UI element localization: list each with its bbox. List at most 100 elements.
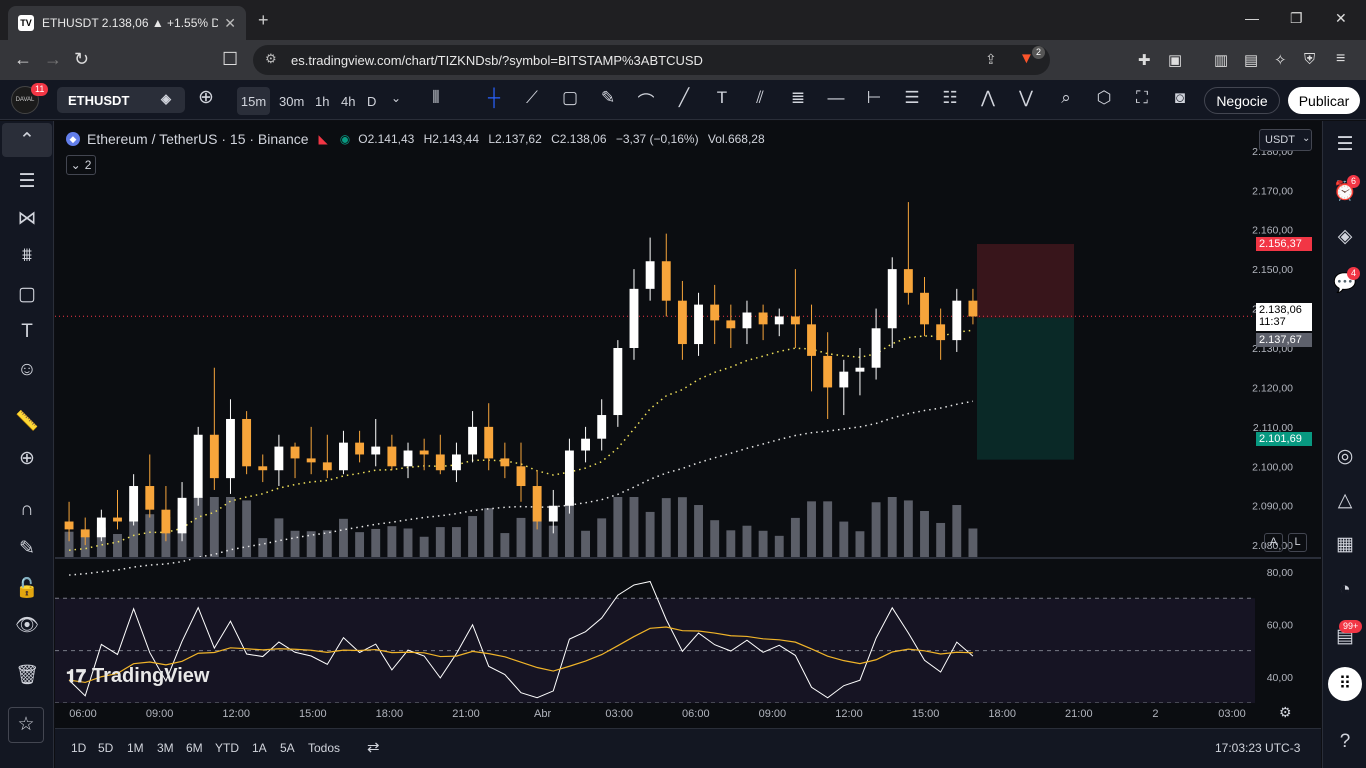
brush-icon[interactable]: ✎ <box>600 88 616 107</box>
range-1m[interactable]: 1M <box>127 741 144 755</box>
timeframe-d[interactable]: D <box>367 93 377 109</box>
sidebar-toggle-icon[interactable]: ▥ <box>1214 52 1229 69</box>
candle-body <box>161 509 171 534</box>
clock[interactable]: 17:03:23 UTC-3 <box>1215 741 1301 755</box>
brave-shield-icon[interactable]: ▼ <box>1019 50 1034 67</box>
close-tab-icon[interactable]: ✕ <box>224 14 236 31</box>
compare-eye-icon[interactable]: ◈ <box>161 91 171 106</box>
parallel-channel-icon[interactable]: ⫽ <box>756 88 764 107</box>
timeframe-4h[interactable]: 4h <box>341 93 356 109</box>
wallet-icon[interactable]: ▤ <box>1244 52 1259 69</box>
layers-icon[interactable]: ◈ <box>1337 226 1353 247</box>
leo-ai-icon[interactable]: ✧ <box>1274 52 1287 69</box>
date-range-icon[interactable]: ⇄ <box>367 739 380 756</box>
share-icon[interactable]: ⇪ <box>985 51 997 67</box>
timeframe-15m[interactable]: 15m <box>237 87 270 115</box>
volume-value: Vol.668,28 <box>707 132 765 146</box>
back-icon[interactable]: ← <box>14 49 32 69</box>
currency-select[interactable]: USDT ⌄ <box>1259 129 1312 151</box>
trade-button[interactable]: Negocie <box>1204 87 1280 114</box>
indicator-collapse-button[interactable]: ⌄ 2 <box>66 155 96 175</box>
text-icon[interactable]: T <box>716 88 728 107</box>
restore-icon[interactable]: ❐ <box>1290 10 1303 26</box>
shapes-tool-icon[interactable]: ▢ <box>18 284 36 305</box>
candles-type-icon[interactable]: ⫴ <box>432 88 440 107</box>
ideas-icon[interactable]: △ <box>1337 490 1353 511</box>
timeframe-dropdown-icon[interactable]: ⌄ <box>390 91 402 105</box>
volume-bar <box>758 530 768 557</box>
pattern-abc-icon[interactable]: ⋀ <box>981 88 995 107</box>
volume-bar <box>677 497 687 557</box>
target-icon[interactable]: ◎ <box>1336 446 1354 467</box>
auto-scale-button[interactable]: A <box>1264 533 1283 552</box>
range-all[interactable]: Todos <box>308 741 341 755</box>
zoom-tool-icon[interactable]: ⌕ <box>1061 88 1071 107</box>
patterns-tool-icon[interactable]: ⋈ <box>17 208 37 229</box>
horizontal-line-icon[interactable]: — <box>827 88 845 107</box>
url-field[interactable]: ⚙ es.tradingview.com/chart/TIZKNDsb/?sym… <box>253 45 1050 75</box>
chart-canvas[interactable]: 2.180,002.170,002.160,002.150,002.140,00… <box>55 121 1321 728</box>
magnet-icon[interactable]: ∩ <box>20 499 34 520</box>
menu-icon[interactable]: ≡ <box>1336 50 1346 67</box>
candle-body <box>242 418 252 467</box>
eye-icon[interactable]: 👁 <box>14 615 40 636</box>
streams-icon[interactable]: ◔ <box>1339 579 1351 600</box>
browser-tab[interactable]: TV ETHUSDT 2.138,06 ▲ +1.55% DAVAL ✕ <box>8 6 246 40</box>
timeframe-1h[interactable]: 1h <box>315 93 330 109</box>
close-window-icon[interactable]: ✕ <box>1335 10 1347 26</box>
chart-pane[interactable]: 2.180,002.170,002.160,002.150,002.140,00… <box>55 121 1321 728</box>
reload-icon[interactable]: ↻ <box>74 49 90 69</box>
candle-body <box>419 450 429 455</box>
ray-icon[interactable]: ╱ <box>678 88 690 107</box>
zoom-in-icon[interactable]: ⊕ <box>19 448 35 469</box>
range-5a[interactable]: 5A <box>280 741 295 755</box>
symbol-title[interactable]: Ethereum / TetherUS · 15 · Binance <box>87 131 309 147</box>
rectangle-icon[interactable]: ▢ <box>561 88 579 107</box>
trash-icon[interactable]: 🗑 <box>14 665 40 686</box>
watchlist-icon[interactable]: ☰ <box>1336 134 1354 155</box>
apps-grid-icon[interactable]: ⠿ <box>1328 667 1362 701</box>
lock-icon[interactable]: 🔓 <box>15 578 39 599</box>
fullscreen-icon[interactable]: ⛶ <box>1136 88 1148 107</box>
pitchfork-icon[interactable]: ☷ <box>942 88 958 107</box>
timeframe-30m[interactable]: 30m <box>279 93 305 109</box>
fib-fan-icon[interactable]: ⊢ <box>866 88 882 107</box>
path-icon[interactable]: ⌒ <box>637 93 655 112</box>
ruler-icon[interactable]: 📏 <box>15 411 39 432</box>
range-5d[interactable]: 5D <box>98 741 114 755</box>
calendar-icon[interactable]: ▦ <box>1336 534 1354 555</box>
screenshot-icon[interactable]: ◙ <box>1174 88 1186 107</box>
emoji-icon[interactable]: ☺ <box>17 359 37 380</box>
minimize-icon[interactable]: — <box>1245 10 1259 26</box>
log-scale-button[interactable]: L <box>1288 533 1307 552</box>
settings-hex-icon[interactable]: ⬡ <box>1096 88 1112 107</box>
reader-icon[interactable]: ▣ <box>1168 52 1183 69</box>
crosshair-icon[interactable]: ┼ <box>487 88 501 107</box>
bookmark-icon[interactable]: ☐ <box>222 49 239 69</box>
lines-tool-icon[interactable]: ☰ <box>18 171 36 192</box>
range-3m[interactable]: 3M <box>157 741 174 755</box>
vpn-icon[interactable]: ⛨ <box>1304 51 1316 68</box>
lock-drawing-icon[interactable]: ✎ <box>19 538 35 559</box>
time-axis-settings-icon[interactable]: ⚙ <box>1279 704 1292 720</box>
range-ytd[interactable]: YTD <box>215 741 239 755</box>
symbol-search-button[interactable]: ETHUSDT ◈ <box>57 87 185 113</box>
range-1a[interactable]: 1A <box>252 741 267 755</box>
help-icon[interactable]: ? <box>1339 731 1351 752</box>
text-tool-icon[interactable]: T <box>21 321 33 342</box>
extensions-icon[interactable]: ✚ <box>1138 52 1151 69</box>
fib-retracement-icon[interactable]: ≣ <box>790 88 806 107</box>
site-info-icon[interactable]: ⚙ <box>265 51 277 66</box>
new-tab-icon[interactable]: + <box>258 10 269 30</box>
favorites-star-icon[interactable]: ☆ <box>8 707 44 743</box>
trend-lines-icon[interactable]: ⟋ <box>526 88 538 107</box>
publish-button[interactable]: Publicar <box>1288 87 1360 114</box>
forward-icon[interactable]: → <box>44 49 62 69</box>
range-6m[interactable]: 6M <box>186 741 203 755</box>
gann-icon[interactable]: ☰ <box>904 88 920 107</box>
range-1d[interactable]: 1D <box>71 741 87 755</box>
cursor-icon[interactable]: ⌃ <box>19 130 35 151</box>
elliott-wave-icon[interactable]: ⋁ <box>1019 88 1033 107</box>
add-symbol-icon[interactable]: ⊕ <box>198 87 214 108</box>
fib-tool-icon[interactable]: ⩩ <box>21 245 33 266</box>
